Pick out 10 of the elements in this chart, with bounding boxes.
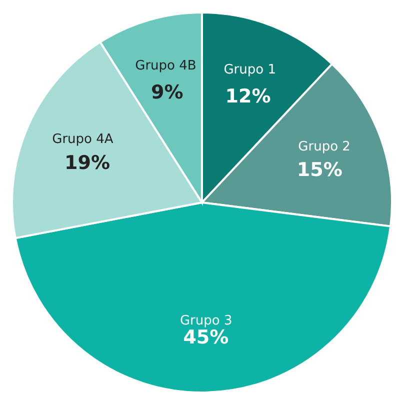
data-label: 19% [64,152,110,174]
slice-label: Grupo 4A [52,132,114,147]
slice-label: Grupo 1 [224,62,276,78]
data-label: 45% [183,326,229,348]
slice-label: Grupo 3 [180,313,232,328]
slice-label: Grupo 4B [135,58,196,74]
data-label: 15% [296,159,342,182]
slice-label: Grupo 2 [298,139,350,154]
data-label: 12% [225,85,271,108]
data-label: 9% [150,81,184,104]
